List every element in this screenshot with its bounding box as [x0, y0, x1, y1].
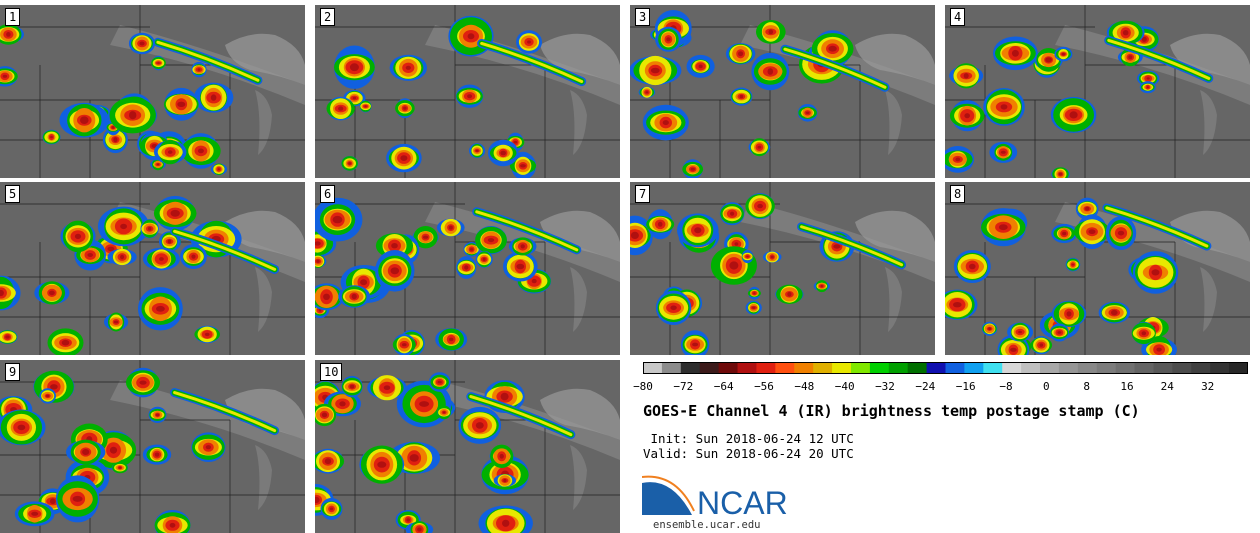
- colorbar-swatch: [926, 362, 946, 374]
- colorbar-swatch: [945, 362, 965, 374]
- panel-number: 9: [5, 363, 21, 381]
- colorbar-tick-label: −48: [794, 380, 815, 393]
- member-panel-2: 2: [315, 5, 620, 178]
- colorbar-swatch: [718, 362, 739, 374]
- colorbar-swatch: [1134, 362, 1154, 374]
- colorbar-tick-label: −32: [875, 380, 895, 393]
- colorbar-tick-label: −8: [999, 380, 1013, 393]
- member-panel-5: 5: [0, 182, 305, 355]
- colorbar-tick-label: 16: [1120, 380, 1134, 393]
- colorbar-swatch: [964, 362, 984, 374]
- colorbar-tick-label: −16: [955, 380, 976, 393]
- colorbar-tick-label: 8: [1083, 380, 1090, 393]
- colorbar-swatch: [1021, 362, 1041, 374]
- colorbar-swatch: [813, 362, 833, 374]
- ir-imagery: [315, 5, 620, 178]
- panel-number: 8: [950, 185, 966, 203]
- member-panel-6: 6: [315, 182, 620, 355]
- figure-title: GOES-E Channel 4 (IR) brightness temp po…: [643, 402, 1140, 420]
- colorbar-swatch: [869, 362, 890, 374]
- panel-number: 5: [5, 185, 21, 203]
- colorbar-tick-label: −24: [915, 380, 936, 393]
- colorbar-swatch: [775, 362, 795, 374]
- colorbar-swatch: [1210, 362, 1230, 374]
- ir-imagery: [315, 182, 620, 355]
- colorbar-swatch: [680, 362, 701, 374]
- colorbar-swatch: [756, 362, 776, 374]
- member-panel-8: 8: [945, 182, 1250, 355]
- panel-number: 7: [635, 185, 651, 203]
- colorbar-swatch: [983, 362, 1003, 374]
- ir-imagery: [0, 5, 305, 178]
- ir-imagery: [0, 360, 305, 533]
- ir-imagery: [630, 5, 935, 178]
- colorbar-tick-label: −64: [713, 380, 734, 393]
- panel-number: 1: [5, 8, 21, 26]
- init-time: Init: Sun 2018-06-24 12 UTC: [643, 431, 854, 446]
- colorbar-swatch: [1153, 362, 1173, 374]
- colorbar-swatch: [1002, 362, 1022, 374]
- member-panel-9: 9: [0, 360, 305, 533]
- valid-time: Valid: Sun 2018-06-24 20 UTC: [643, 446, 854, 461]
- panel-number: 6: [320, 185, 336, 203]
- colorbar-swatch: [643, 362, 663, 374]
- ir-imagery: [945, 5, 1250, 178]
- colorbar-swatch: [737, 362, 757, 374]
- colorbar-swatch: [661, 362, 682, 374]
- colorbar-swatch: [1191, 362, 1211, 374]
- colorbar-swatch: [888, 362, 909, 374]
- colorbar-swatch: [1058, 362, 1079, 374]
- ir-imagery: [315, 360, 620, 533]
- colorbar-swatch: [1229, 362, 1248, 374]
- ncar-logo-icon: [642, 475, 695, 515]
- member-panel-1: 1: [0, 5, 305, 178]
- colorbar-tick-label: 24: [1160, 380, 1174, 393]
- colorbar-tick-label: −72: [673, 380, 694, 393]
- colorbar-tick-label: 32: [1201, 380, 1215, 393]
- colorbar-swatch: [1115, 362, 1136, 374]
- ir-imagery: [0, 182, 305, 355]
- member-panel-10: 10: [315, 360, 620, 533]
- colorbar: [643, 362, 1248, 374]
- member-panel-7: 7: [630, 182, 935, 355]
- colorbar-swatch: [832, 362, 852, 374]
- colorbar-swatch: [1172, 362, 1192, 374]
- colorbar-tick-label: −56: [754, 380, 774, 393]
- colorbar-tick-label: −40: [834, 380, 855, 393]
- member-panel-4: 4: [945, 5, 1250, 178]
- source-url[interactable]: ensemble.ucar.edu: [653, 519, 761, 531]
- colorbar-swatch: [1077, 362, 1098, 374]
- panel-number: 4: [950, 8, 966, 26]
- colorbar-swatch: [907, 362, 928, 374]
- colorbar-swatch: [850, 362, 871, 374]
- panel-number: 2: [320, 8, 336, 26]
- panel-number: 3: [635, 8, 651, 26]
- colorbar-swatch: [1096, 362, 1117, 374]
- colorbar-swatch: [699, 362, 720, 374]
- logo-text: NCAR: [697, 485, 788, 521]
- colorbar-swatch: [1040, 362, 1060, 374]
- ir-imagery: [630, 182, 935, 355]
- member-panel-3: 3: [630, 5, 935, 178]
- colorbar-tick-label: −80: [633, 380, 653, 393]
- panel-number: 10: [320, 363, 343, 381]
- ir-imagery: [945, 182, 1250, 355]
- colorbar-swatch: [794, 362, 814, 374]
- colorbar-tick-label: 0: [1042, 380, 1050, 393]
